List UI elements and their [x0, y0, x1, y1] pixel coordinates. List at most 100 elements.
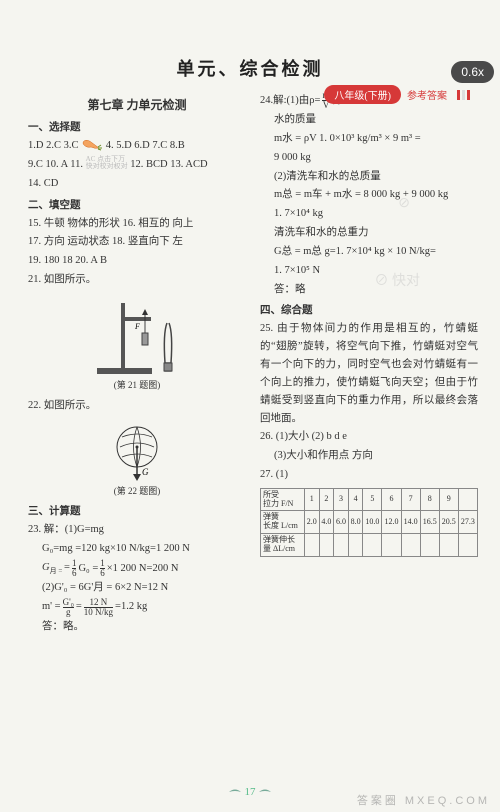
figure-21: F (第 21 题图)	[28, 293, 246, 393]
cell	[458, 534, 477, 557]
frac-t: 1	[72, 559, 77, 568]
cell	[439, 534, 458, 557]
cell: 2	[319, 488, 334, 511]
content-columns: 第七章 力单元检测 一、选择题 1.D 2.C 3.C 4. 5.D 6.D 7…	[0, 81, 500, 637]
cell: 7	[401, 488, 420, 511]
text-line: 17. 方向 运动状态 18. 竖直向下 左	[28, 233, 246, 251]
spring-table: 所受拉力 F/N 1 2 3 4 5 6 7 8 9 弹簧长度 L/cm 2.0…	[260, 488, 478, 557]
frac-t: G'₀	[63, 598, 74, 607]
frac-b: g	[63, 607, 74, 617]
cell: 8	[420, 488, 439, 511]
sec2-heading: 二、填空题	[28, 197, 246, 215]
page-header: 八年级(下册) 参考答案	[0, 85, 500, 104]
frac-t: 1	[100, 559, 105, 568]
cell: 3	[334, 488, 349, 511]
leaf-icon	[228, 787, 242, 797]
grade-pill: 八年级(下册)	[324, 85, 401, 104]
cell	[401, 534, 420, 557]
volleyball-svg: G	[102, 419, 172, 484]
cell: 12.0	[382, 511, 401, 534]
cell	[319, 534, 334, 557]
ans-part: 1.D 2.C 3.C	[28, 140, 78, 151]
cell	[382, 534, 401, 557]
cell: 1	[305, 488, 320, 511]
right-column: 24.解:(1)由ρ= m V 得 水的质量 m水 = ρV 1. 0×10³ …	[260, 91, 478, 637]
text-line: (2)G'₀ = 6G'月 = 6×2 N=12 N	[28, 579, 246, 597]
table-row: 弹簧长度 L/cm 2.0 4.0 6.0 8.0 10.0 12.0 14.0…	[261, 511, 478, 534]
text-line: m水 = ρV 1. 0×10³ kg/m³ × 9 m³ =	[260, 130, 478, 148]
text-line: 19. 180 18 20. A B	[28, 252, 246, 270]
leaf-icon	[258, 787, 272, 797]
sec3-heading: 三、计算题	[28, 503, 246, 521]
ref-label: 参考答案	[407, 87, 447, 102]
text-line: 水的质量	[260, 111, 478, 129]
cell	[305, 534, 320, 557]
bottom-watermark: 答案圈 MXEQ.COM	[357, 792, 490, 808]
svg-text:G: G	[142, 467, 149, 477]
txt: m' =	[42, 598, 61, 616]
cell	[348, 534, 363, 557]
cell	[334, 534, 349, 557]
cell: 9	[439, 488, 458, 511]
carrot-icon	[81, 137, 103, 151]
text-line: 清洗车和水的总重力	[260, 224, 478, 242]
text-line: 9 000 kg	[260, 149, 478, 167]
frac-b: 6	[72, 568, 77, 578]
text-line: 1. 7×10⁴ kg	[260, 205, 478, 223]
row-label: 弹簧伸长量 ΔL/cm	[261, 534, 305, 557]
stand-fork-svg: F	[87, 293, 187, 378]
text-line: 14. CD	[28, 175, 246, 193]
text-line: G月 = = 1 6 G₀ = 1 6 ×1 200 N=200 N	[28, 559, 246, 578]
txt: =1.2 kg	[115, 598, 147, 616]
page-number: 17	[245, 786, 256, 798]
frac-t: 12 N	[84, 598, 113, 607]
text-line: G₀=mg =120 kg×10 N/kg=1 200 N	[28, 540, 246, 558]
main-title: 单元、综合检测	[0, 55, 500, 81]
frac-b: 6	[100, 568, 105, 578]
cell: 20.5	[439, 511, 458, 534]
text-line: m总 = m车 + m水 = 8 000 kg + 9 000 kg	[260, 186, 478, 204]
q27: 27. (1)	[260, 466, 478, 484]
text-line: 23. 解：(1)G=mg	[28, 521, 246, 539]
cell: 2.0	[305, 511, 320, 534]
fig22-caption: (第 22 题图)	[28, 484, 246, 499]
cell	[420, 534, 439, 557]
q26b: (3)大小和作用点 方向	[260, 447, 478, 465]
fig21-caption: (第 21 题图)	[28, 378, 246, 393]
txt: =	[76, 598, 82, 616]
cell: 10.0	[363, 511, 382, 534]
cell: 4.0	[319, 511, 334, 534]
text-line: 15. 牛顿 物体的形状 16. 相互的 向上	[28, 215, 246, 233]
table-row: 所受拉力 F/N 1 2 3 4 5 6 7 8 9	[261, 488, 478, 511]
decor-bars	[457, 90, 470, 100]
ans-part: 12. BCD 13. ACD	[130, 159, 207, 170]
txt: ×1 200 N=200 N	[107, 560, 179, 578]
cell	[363, 534, 382, 557]
cell: 6	[382, 488, 401, 511]
text-line: 1.D 2.C 3.C 4. 5.D 6.D 7.C 8.B	[28, 137, 246, 155]
sub: 月 =	[50, 567, 64, 575]
cell: 14.0	[401, 511, 420, 534]
row-label: 弹簧长度 L/cm	[261, 511, 305, 534]
cell: 8.0	[348, 511, 363, 534]
zoom-badge: 0.6x	[451, 61, 494, 83]
left-column: 第七章 力单元检测 一、选择题 1.D 2.C 3.C 4. 5.D 6.D 7…	[28, 91, 246, 637]
text-line: 答：略。	[28, 618, 246, 636]
txt: G₀ =	[78, 560, 98, 578]
q25: 25. 由于物体间力的作用是相互的，竹蜻蜓的“翅膀”旋转，将空气向下推，竹蜻蜓对…	[260, 320, 478, 427]
cell: 4	[348, 488, 363, 511]
q26: 26. (1)大小 (2) b d e	[260, 428, 478, 446]
ans-part: 4. 5.D 6.D 7.C 8.B	[106, 140, 185, 151]
cell: 16.5	[420, 511, 439, 534]
cell	[458, 488, 477, 511]
row-label: 所受拉力 F/N	[261, 488, 305, 511]
text-line: (2)清洗车和水的总质量	[260, 168, 478, 186]
text-line: 21. 如图所示。	[28, 271, 246, 289]
cell: 5	[363, 488, 382, 511]
text-line: 22. 如图所示。	[28, 397, 246, 415]
tiny-note: AC 点击下万快对校对权对	[86, 156, 128, 170]
text-line: G总 = m总 g=1. 7×10⁴ kg × 10 N/kg=	[260, 243, 478, 261]
ans-part: 9.C 10. A 11.	[28, 159, 83, 170]
sec1-heading: 一、选择题	[28, 119, 246, 137]
figure-22: G (第 22 题图)	[28, 419, 246, 499]
